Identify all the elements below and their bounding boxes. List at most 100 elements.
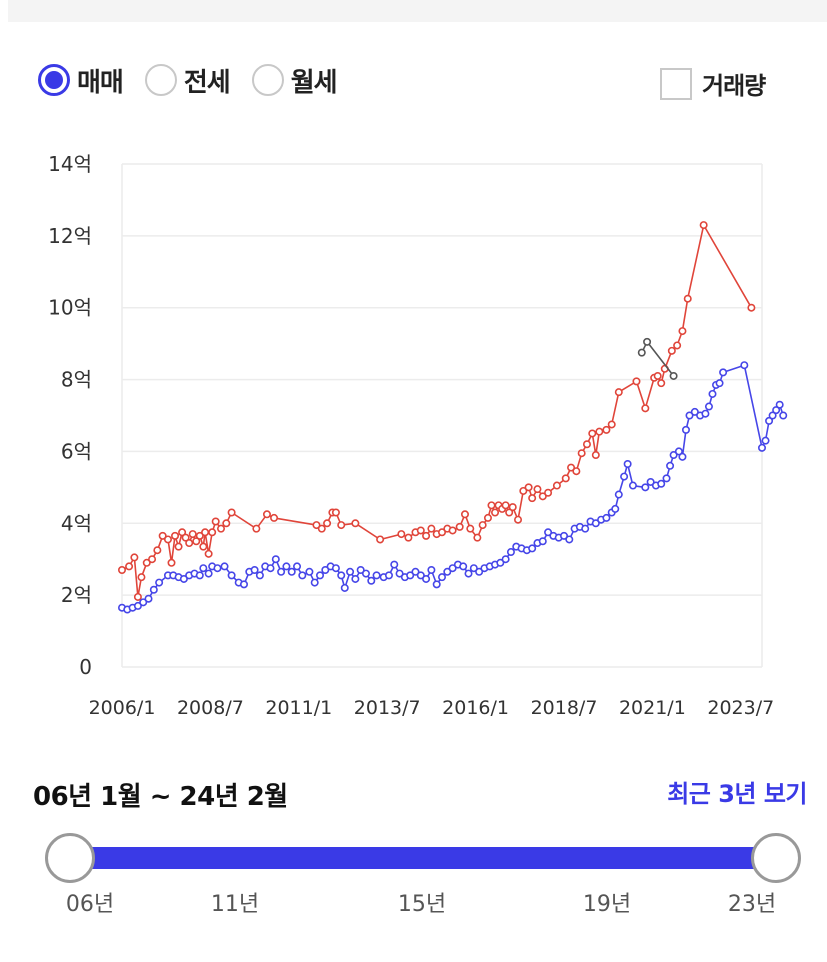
data-point [501, 555, 510, 564]
data-point [657, 379, 666, 388]
radio-jeonse-circle[interactable] [144, 64, 177, 96]
data-point [678, 327, 687, 336]
data-point [666, 461, 675, 470]
data-point [466, 524, 475, 533]
data-point [581, 524, 590, 533]
data-point [701, 409, 710, 418]
data-point [768, 411, 777, 420]
data-point [582, 440, 591, 449]
period-range-text: 06년 1월 ~ 24년 2월 [33, 782, 288, 812]
data-point [356, 565, 365, 574]
radio-monthly-label[interactable]: 월세 [290, 67, 338, 98]
data-point [337, 521, 346, 530]
slider-tick-label: 11년 [210, 892, 260, 917]
data-point [623, 460, 632, 469]
data-point [133, 601, 142, 610]
data-point [715, 379, 724, 388]
y-tick-label: 10억 [48, 296, 92, 320]
data-point [719, 368, 728, 377]
data-point [614, 388, 623, 397]
data-point [142, 558, 151, 567]
x-tick-label: 2021/1 [619, 697, 686, 719]
trade-type-tabs: 매매 전세 월세 [38, 58, 359, 102]
data-point [779, 411, 788, 420]
period-slider[interactable] [45, 832, 801, 884]
radio-monthly[interactable]: 월세 [251, 62, 338, 99]
data-point [199, 542, 208, 551]
volume-toggle[interactable]: 거래량 [660, 66, 766, 101]
radio-sale-circle[interactable] [38, 64, 70, 96]
data-point [416, 526, 425, 535]
data-point [305, 567, 314, 576]
slider-track[interactable] [70, 847, 776, 869]
data-point [171, 531, 180, 540]
data-point [591, 519, 600, 528]
data-point [266, 564, 275, 573]
data-point [432, 580, 441, 589]
data-point [416, 571, 425, 580]
data-point [179, 574, 188, 583]
radio-sale[interactable]: 매매 [38, 62, 124, 99]
data-point [501, 501, 510, 510]
data-point [192, 537, 201, 546]
x-tick-label: 2023/7 [707, 697, 774, 719]
data-point [227, 508, 236, 517]
slider-handle-end[interactable] [751, 833, 801, 883]
y-tick-label: 2억 [61, 583, 92, 607]
data-point [406, 571, 415, 580]
data-point [287, 567, 296, 576]
data-point [595, 427, 604, 436]
volume-label[interactable]: 거래량 [702, 72, 766, 100]
data-point [469, 564, 478, 573]
data-point [195, 531, 204, 540]
data-point [614, 490, 623, 499]
data-point [199, 564, 208, 573]
data-point [195, 571, 204, 580]
data-point [475, 567, 484, 576]
y-tick-label: 12억 [48, 224, 92, 248]
data-point [528, 544, 537, 553]
data-point [514, 515, 523, 524]
data-point [699, 221, 708, 230]
data-point [185, 539, 194, 548]
data-point [125, 562, 134, 571]
data-point [448, 564, 457, 573]
data-point [673, 341, 682, 350]
data-point [220, 562, 229, 571]
data-point [155, 578, 164, 587]
data-point [653, 371, 662, 380]
x-tick-label: 2016/1 [442, 697, 509, 719]
radio-jeonse[interactable]: 전세 [144, 62, 231, 99]
data-point [657, 479, 666, 488]
x-tick-label: 2008/7 [177, 697, 244, 719]
data-point [740, 361, 749, 370]
data-point [130, 553, 139, 562]
data-point [346, 567, 355, 576]
slider-handle-start[interactable] [45, 833, 95, 883]
recent-3-years-link[interactable]: 최근 3년 보기 [667, 780, 807, 808]
data-point [611, 504, 620, 513]
data-point [367, 576, 376, 585]
data-point [496, 558, 505, 567]
data-point [491, 508, 500, 517]
data-point [506, 548, 515, 557]
data-point [757, 443, 766, 452]
data-point [538, 492, 547, 501]
data-point [460, 510, 469, 519]
data-point [681, 425, 690, 434]
y-tick-label: 4억 [61, 511, 92, 535]
data-point [361, 569, 370, 578]
data-point [404, 533, 413, 542]
price-chart: 0 2억 4억 6억 8억 10억 12억 14억 2006/1 2008/7 2011/1 2013… [48, 152, 788, 719]
radio-sale-label[interactable]: 매매 [77, 67, 124, 98]
data-point [395, 569, 404, 578]
data-point [372, 571, 381, 580]
data-point [775, 400, 784, 409]
radio-jeonse-label[interactable]: 전세 [183, 67, 231, 98]
volume-checkbox[interactable] [660, 67, 692, 100]
data-point [316, 571, 325, 580]
data-point [443, 567, 452, 576]
radio-monthly-circle[interactable] [251, 64, 284, 96]
y-tick-label: 6억 [61, 439, 92, 463]
x-tick-label: 2018/7 [531, 697, 598, 719]
